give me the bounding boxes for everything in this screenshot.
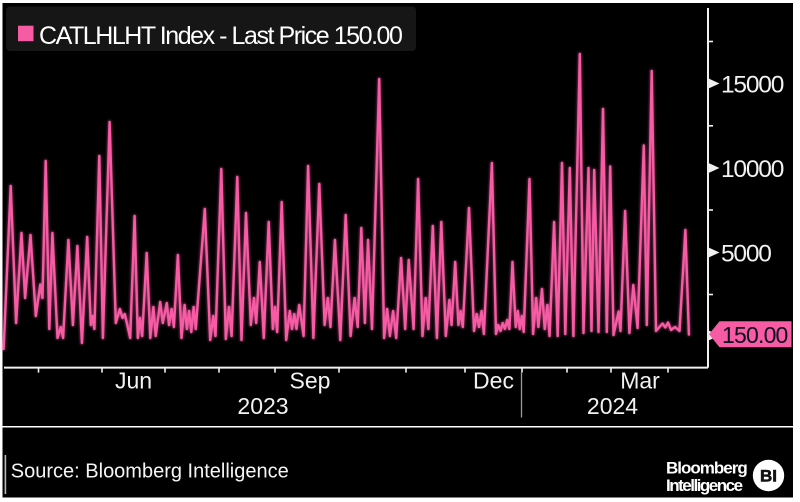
- svg-text:Mar: Mar: [620, 368, 660, 394]
- svg-text:BI: BI: [760, 467, 777, 486]
- svg-text:10000: 10000: [721, 156, 784, 183]
- svg-text:15000: 15000: [721, 72, 784, 99]
- svg-text:Sep: Sep: [290, 368, 331, 394]
- svg-text:150.00: 150.00: [722, 322, 788, 348]
- svg-text:2024: 2024: [587, 393, 638, 419]
- svg-text:Dec: Dec: [473, 368, 514, 394]
- svg-text:2023: 2023: [237, 393, 288, 419]
- svg-text:CATLHLHT Index - Last Price 15: CATLHLHT Index - Last Price 150.00: [39, 22, 402, 50]
- svg-text:Source: Bloomberg Intelligence: Source: Bloomberg Intelligence: [11, 461, 289, 483]
- svg-text:5000: 5000: [721, 241, 771, 268]
- svg-text:Jun: Jun: [115, 368, 152, 394]
- svg-text:Intelligence: Intelligence: [666, 476, 743, 495]
- svg-text:Bloomberg: Bloomberg: [666, 459, 747, 478]
